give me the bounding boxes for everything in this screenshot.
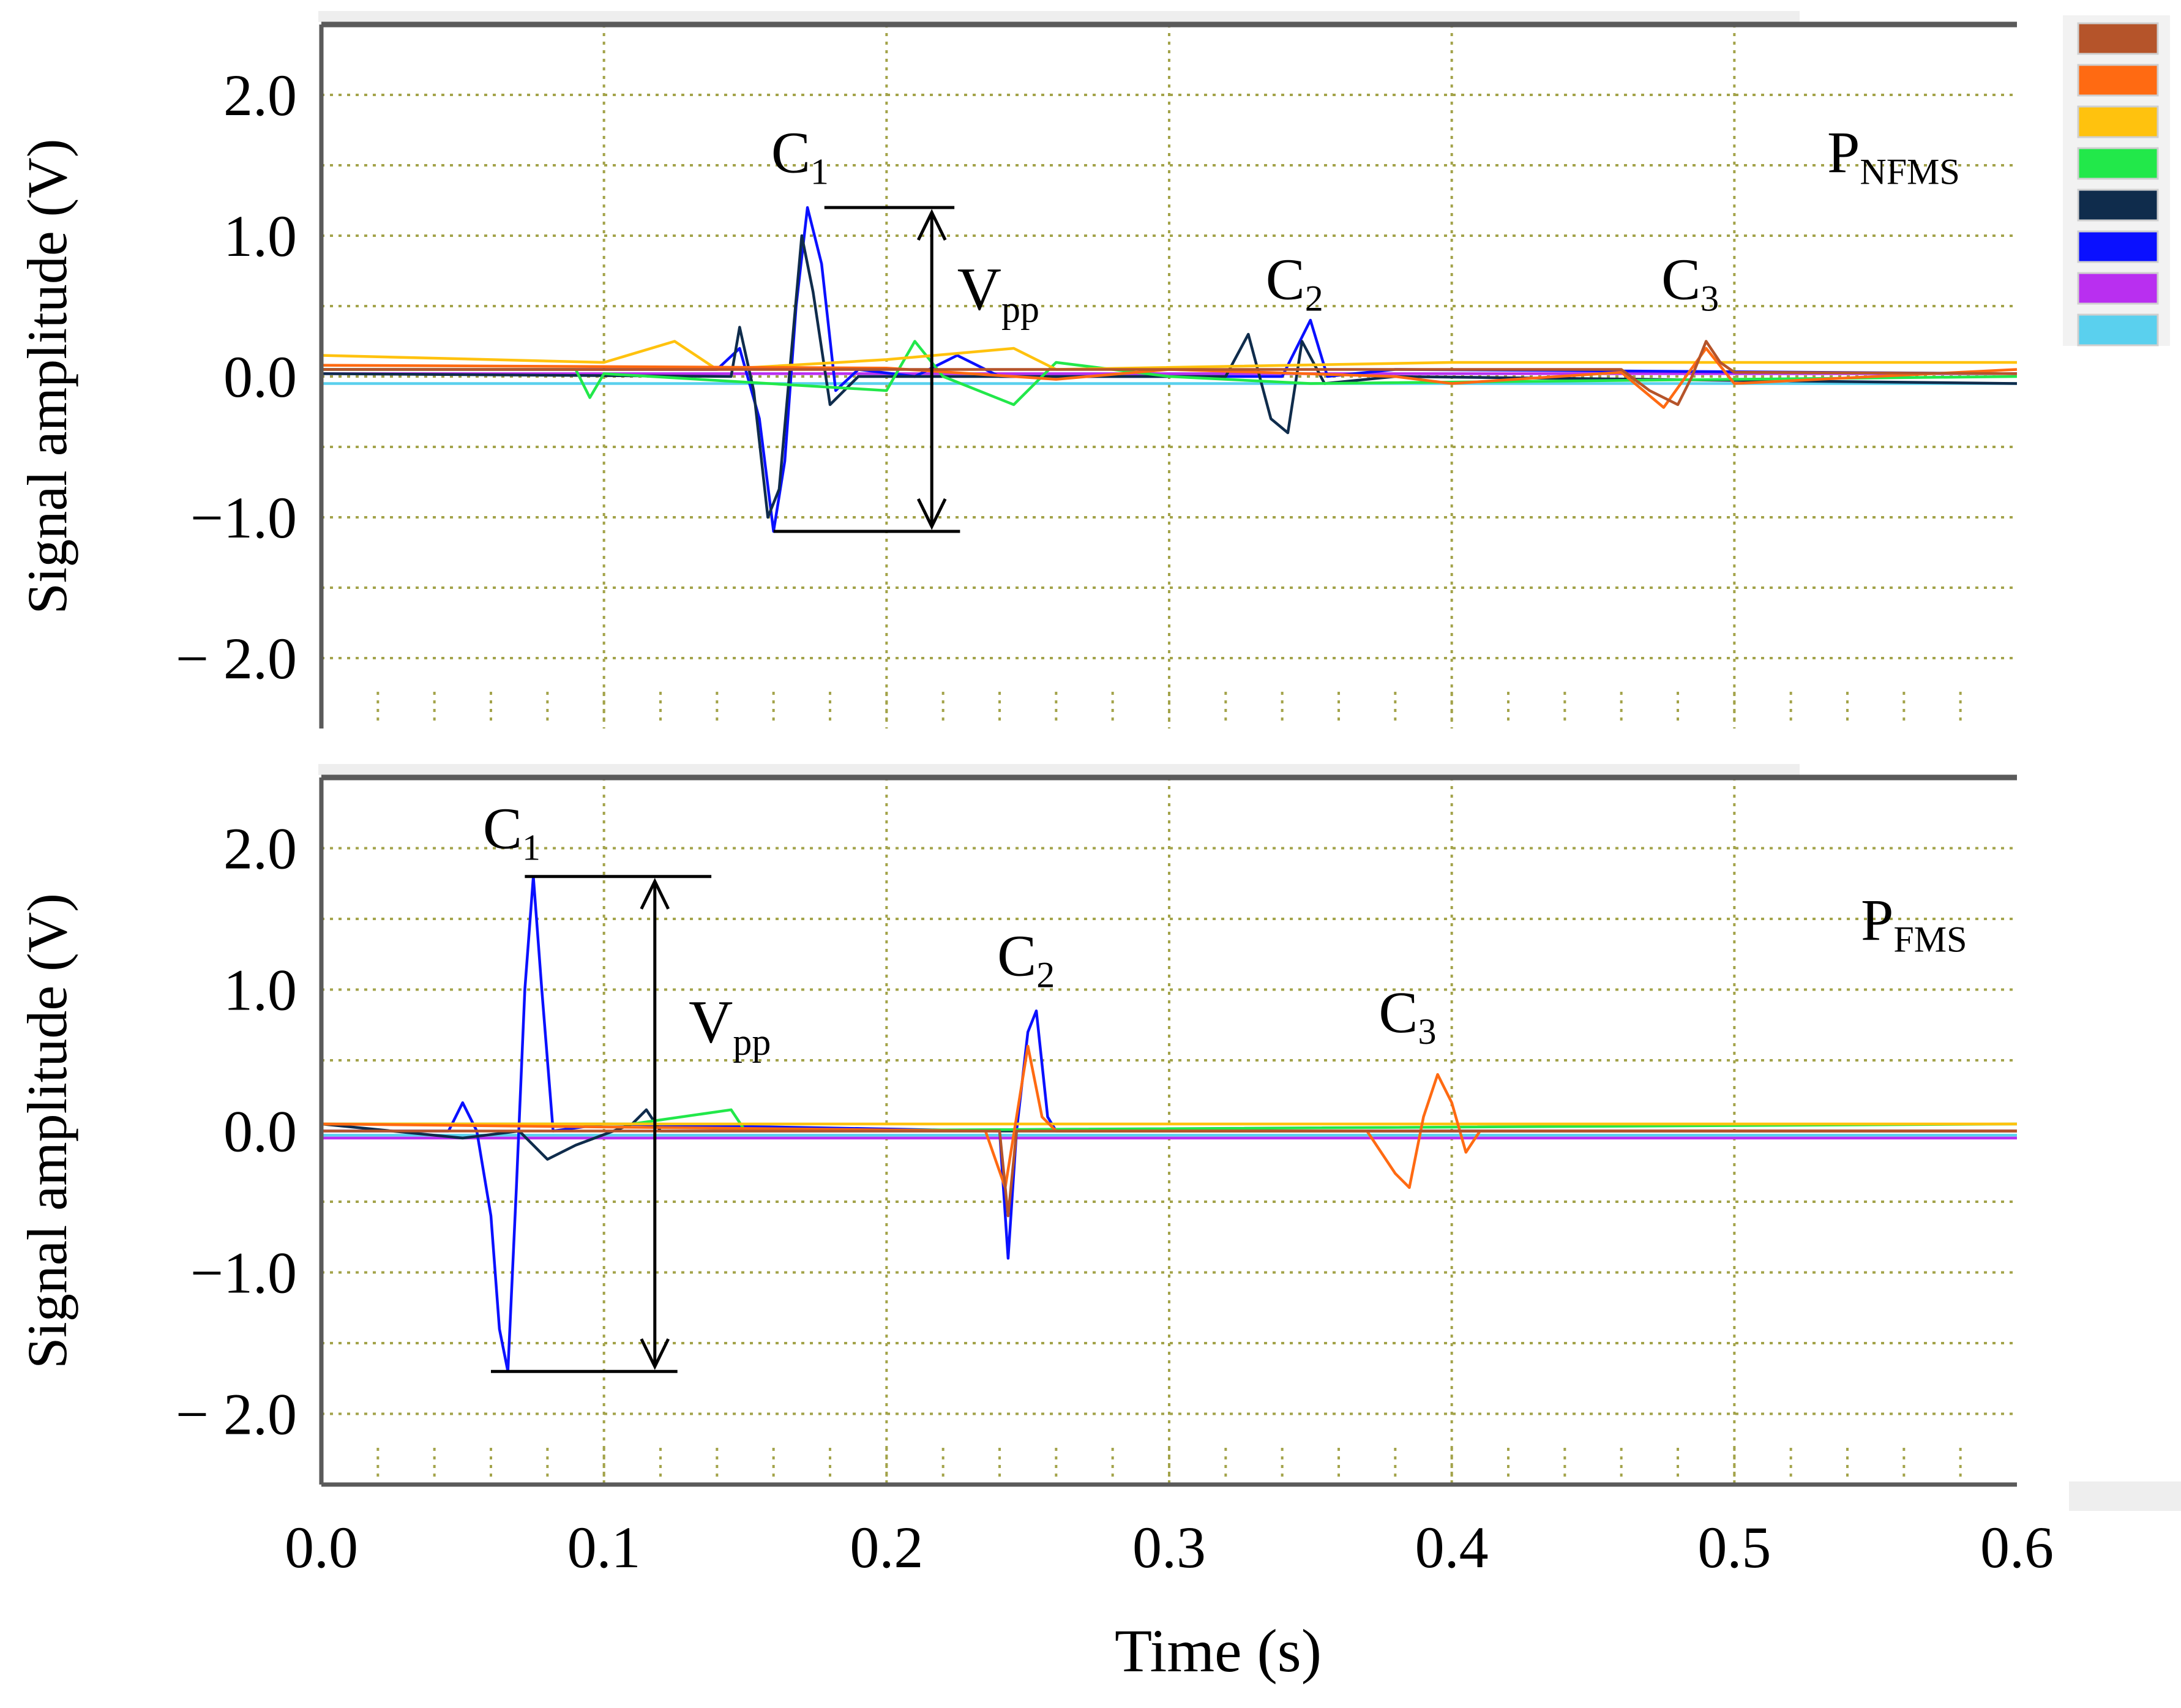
legend-swatch	[2077, 147, 2159, 180]
series-line	[321, 1129, 2017, 1218]
vpp-label: Vpp	[957, 255, 1039, 331]
vpp-arrow-head-up	[916, 209, 947, 241]
y-tick-label: 2.0	[223, 816, 297, 882]
series-line	[321, 346, 2018, 409]
legend	[2063, 15, 2170, 346]
peak-label: C1	[483, 796, 541, 868]
x-tick-label: 0.0	[285, 1515, 358, 1580]
frame-band	[2069, 1481, 2181, 1511]
legend-swatch	[2077, 22, 2159, 55]
series-line	[321, 234, 2018, 519]
panel-label: PNFMS	[1827, 120, 1960, 192]
legend-swatch	[2077, 230, 2159, 263]
panel-label: PFMS	[1861, 888, 1967, 960]
series-line	[321, 1044, 2017, 1189]
legend-swatch	[2077, 189, 2159, 222]
x-tick-label: 0.6	[1980, 1515, 2054, 1580]
y-tick-label: −1.0	[190, 1240, 297, 1306]
y-axis-label: Signal amplitude (V)	[16, 139, 78, 615]
legend-swatch	[2077, 105, 2159, 138]
peak-label: C2	[997, 923, 1055, 995]
legend-swatch	[2077, 313, 2159, 346]
x-tick-label: 0.5	[1697, 1515, 1771, 1580]
y-tick-label: −1.0	[190, 485, 297, 550]
y-tick-label: − 2.0	[176, 1382, 297, 1447]
x-tick-label: 0.2	[850, 1515, 923, 1580]
top-panel: 2.0 1.0 0.0 −1.0 − 2.0 Signal amplitude (V) PN…	[16, 11, 2018, 729]
x-tick-label: 0.3	[1132, 1515, 1206, 1580]
peak-label: C3	[1661, 247, 1719, 319]
x-tick-label: 0.4	[1415, 1515, 1489, 1580]
x-axis: 0.0 0.1 0.2 0.3 0.4 0.5 0.6 Time (s)	[285, 1481, 2181, 1685]
series-line	[321, 206, 2018, 533]
series-line	[321, 875, 2017, 1373]
y-tick-label: 1.0	[223, 957, 297, 1023]
peak-label: C2	[1266, 247, 1323, 319]
peak-label: C1	[771, 120, 829, 192]
y-tick-label: − 2.0	[176, 626, 297, 691]
legend-swatch	[2077, 272, 2159, 305]
bottom-panel: 2.0 1.0 0.0 −1.0 − 2.0 Signal amplitude (V) PF…	[16, 764, 2018, 1487]
vpp-arrow-head-down	[640, 1338, 670, 1370]
vpp-arrow-head-down	[916, 498, 947, 530]
vpp-arrow-head-up	[640, 878, 670, 910]
y-tick-label: 0.0	[223, 1099, 297, 1164]
series-line	[321, 340, 2018, 406]
frame-band	[318, 11, 1800, 22]
y-tick-label: 2.0	[223, 62, 297, 128]
frame-band	[318, 764, 1800, 775]
vpp-label: Vpp	[689, 988, 771, 1063]
series-line	[321, 340, 2018, 406]
peak-label: C3	[1379, 979, 1436, 1052]
series-line	[321, 340, 2017, 371]
x-axis-label: Time (s)	[1115, 1617, 1322, 1685]
y-tick-label: 0.0	[223, 344, 297, 410]
y-tick-label: 1.0	[223, 203, 297, 269]
y-axis-label: Signal amplitude (V)	[16, 893, 78, 1369]
legend-swatch	[2077, 64, 2159, 97]
x-tick-label: 0.1	[567, 1515, 641, 1580]
